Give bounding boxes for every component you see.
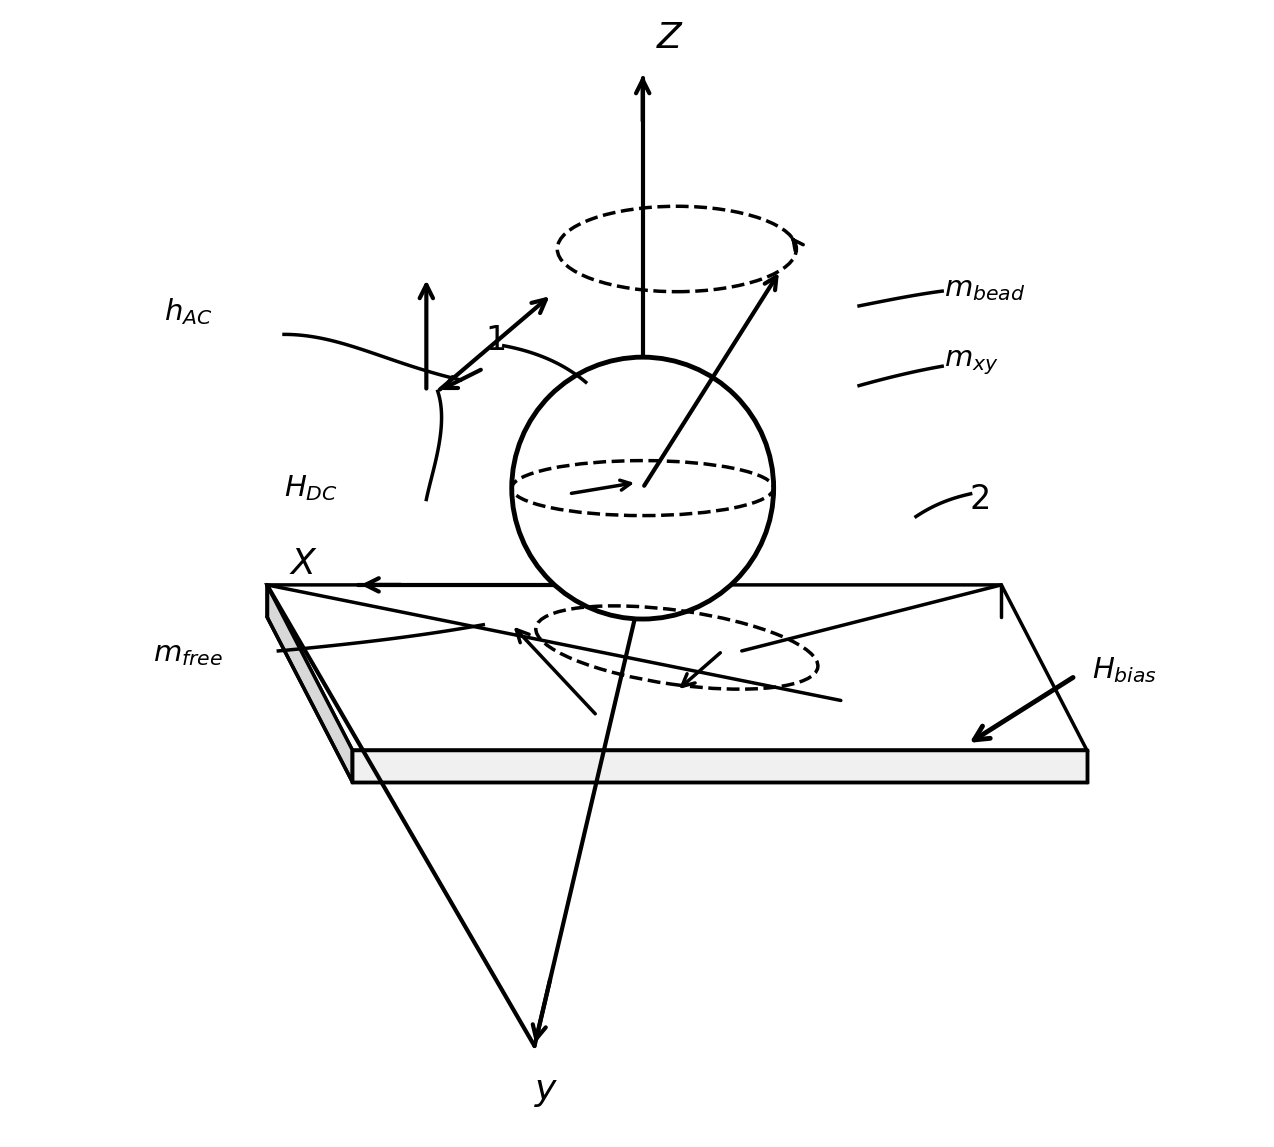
Circle shape: [512, 357, 773, 619]
Text: $X$: $X$: [289, 547, 318, 582]
Text: $1$: $1$: [484, 323, 505, 357]
Text: $m_{xy}$: $m_{xy}$: [944, 349, 999, 377]
Text: $h_{AC}$: $h_{AC}$: [164, 296, 213, 327]
Polygon shape: [353, 750, 1087, 782]
Text: $H_{DC}$: $H_{DC}$: [284, 474, 338, 504]
Text: $H_{bias}$: $H_{bias}$: [1093, 655, 1158, 685]
Text: $2$: $2$: [968, 483, 989, 516]
Text: $Z$: $Z$: [656, 22, 684, 55]
Polygon shape: [268, 585, 353, 782]
Text: $y$: $y$: [534, 1075, 558, 1108]
Text: $m_{free}$: $m_{free}$: [153, 639, 223, 668]
Text: $m_{bead}$: $m_{bead}$: [944, 274, 1026, 303]
Polygon shape: [268, 585, 1087, 750]
